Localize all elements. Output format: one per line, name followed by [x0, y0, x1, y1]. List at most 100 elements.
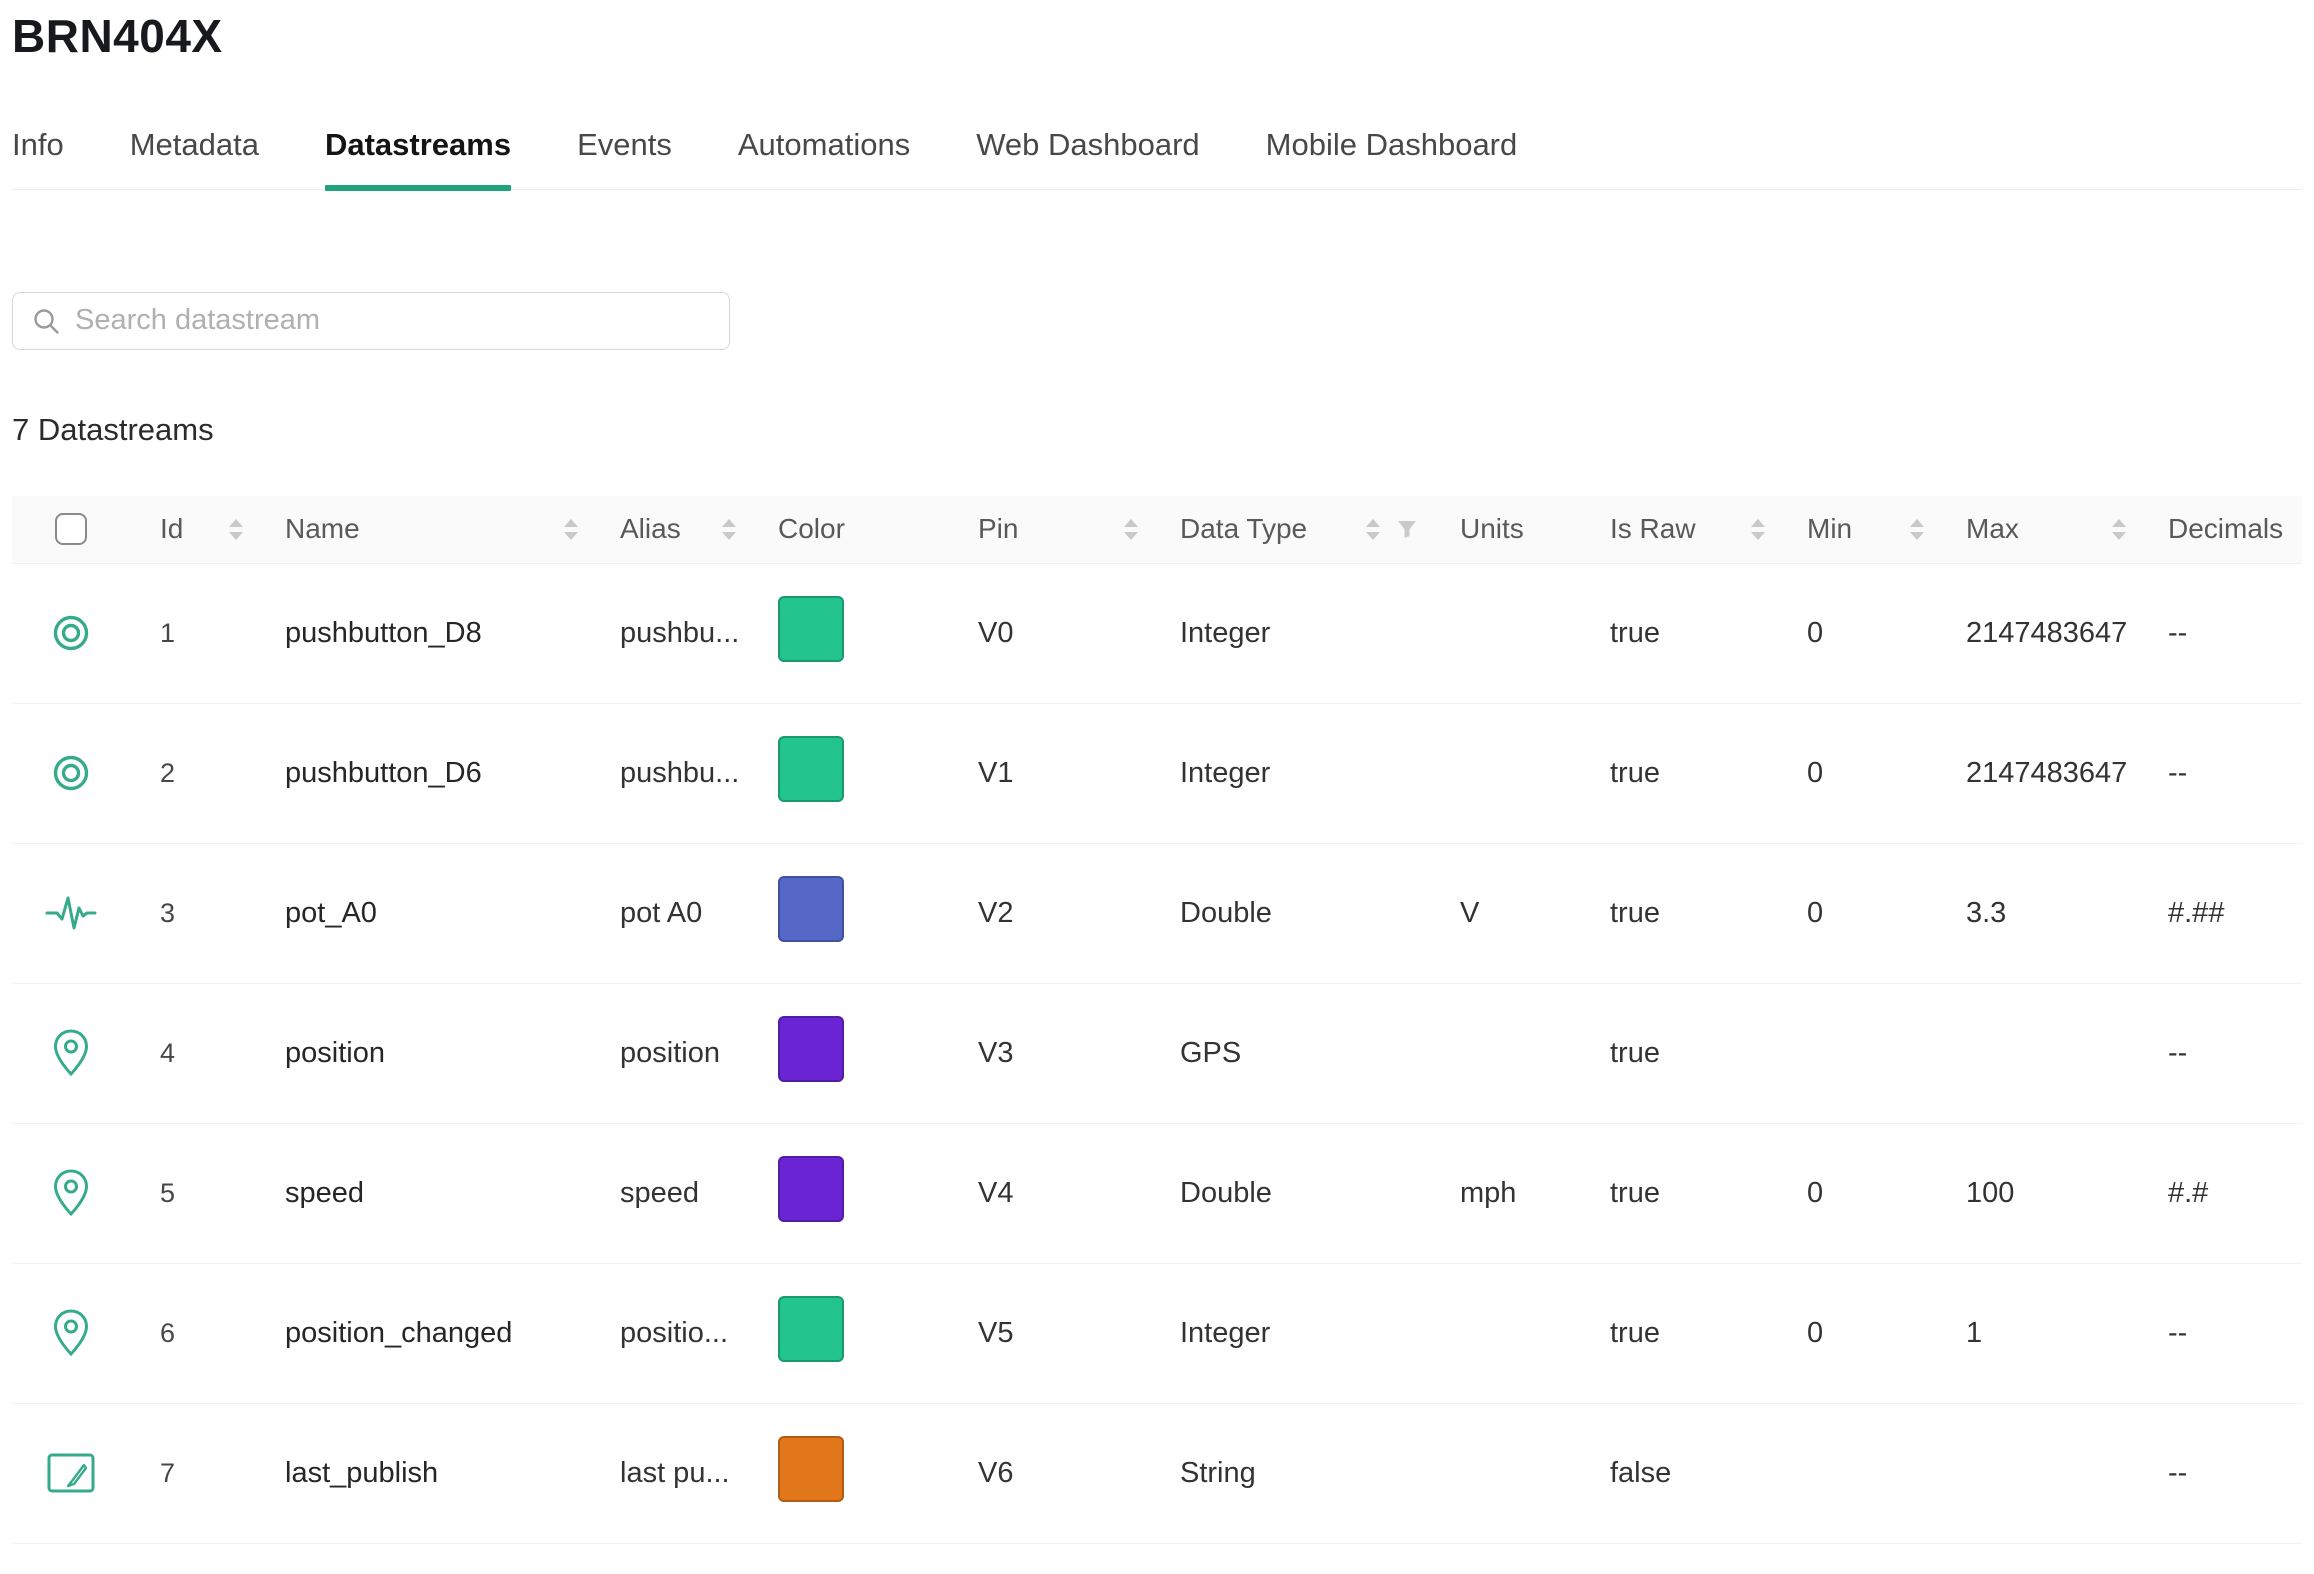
table-row[interactable]: 7 last_publish last pu... V6 String fals… — [12, 1403, 2302, 1544]
tab-events[interactable]: Events — [577, 126, 672, 162]
sort-icon[interactable] — [2112, 518, 2126, 540]
sort-icon[interactable] — [722, 518, 736, 540]
cell-pin: V1 — [978, 756, 1014, 789]
page-title: BRN404X — [12, 10, 223, 62]
cell-min: 0 — [1807, 896, 1824, 929]
sort-icon[interactable] — [1124, 518, 1138, 540]
location-pin-icon — [12, 1028, 130, 1078]
select-all-checkbox[interactable] — [55, 513, 87, 546]
table-row[interactable]: 6 position_changed positio... V5 Integer… — [12, 1263, 2302, 1404]
cell-data-type: Integer — [1180, 1316, 1271, 1349]
table-row[interactable]: 3 pot_A0 pot A0 V2 Double V true 0 3.3 #… — [12, 843, 2302, 984]
tab-info[interactable]: Info — [12, 126, 64, 162]
color-swatch — [778, 1016, 844, 1083]
radio-button-icon — [12, 610, 130, 656]
edit-box-icon — [12, 1451, 130, 1495]
search-input[interactable] — [75, 304, 711, 338]
cell-decimals: #.# — [2168, 1176, 2209, 1209]
sort-icon[interactable] — [1751, 518, 1765, 540]
sort-icon[interactable] — [564, 518, 578, 540]
cell-alias: pot A0 — [620, 896, 703, 929]
cell-is-raw: true — [1610, 1036, 1660, 1069]
cell-min: 0 — [1807, 1176, 1824, 1209]
column-header-pin[interactable]: Pin — [970, 496, 1172, 563]
column-label: Min — [1807, 513, 1853, 545]
cell-max: 2147483647 — [1966, 756, 2128, 789]
sort-icon[interactable] — [1366, 518, 1380, 540]
search-icon — [34, 309, 59, 334]
cell-decimals: -- — [2168, 1456, 2188, 1489]
cell-name: position — [285, 1036, 385, 1069]
column-header-decimals: Decimals — [2160, 496, 2302, 563]
cell-id: 3 — [160, 897, 176, 928]
column-header-data-type[interactable]: Data Type — [1172, 496, 1452, 563]
cell-alias: pushbu... — [620, 616, 740, 649]
sort-icon[interactable] — [1910, 518, 1924, 540]
cell-units: mph — [1460, 1176, 1517, 1209]
location-pin-icon — [12, 1168, 130, 1218]
column-header-alias[interactable]: Alias — [612, 496, 770, 563]
table-row[interactable]: 1 pushbutton_D8 pushbu... V0 Integer tru… — [12, 563, 2302, 704]
cell-min: 0 — [1807, 756, 1824, 789]
cell-is-raw: true — [1610, 896, 1660, 929]
cell-alias: position — [620, 1036, 720, 1069]
cell-decimals: -- — [2168, 756, 2188, 789]
tab-web-dashboard[interactable]: Web Dashboard — [976, 126, 1200, 162]
cell-data-type: GPS — [1180, 1036, 1242, 1069]
table-row[interactable]: 4 position position V3 GPS true -- — [12, 983, 2302, 1124]
datastream-count: 7 Datastreams — [12, 411, 214, 447]
cell-pin: V3 — [978, 1036, 1014, 1069]
cell-alias: pushbu... — [620, 756, 740, 789]
tab-datastreams[interactable]: Datastreams — [324, 127, 512, 191]
column-label: Units — [1460, 513, 1524, 545]
cell-name: pot_A0 — [285, 896, 377, 929]
cell-alias: last pu... — [620, 1456, 730, 1489]
radio-button-icon — [12, 750, 130, 796]
cell-decimals: -- — [2168, 1036, 2188, 1069]
column-header-name[interactable]: Name — [277, 496, 612, 563]
cell-color — [770, 1016, 970, 1090]
cell-pin: V0 — [978, 616, 1014, 649]
filter-funnel-icon[interactable] — [1396, 518, 1418, 540]
table-header-row: Id Name Alias Color Pin Data Type — [12, 495, 2302, 564]
color-swatch — [778, 1436, 844, 1503]
column-header-min[interactable]: Min — [1799, 496, 1958, 563]
column-header-max[interactable]: Max — [1958, 496, 2160, 563]
color-swatch — [778, 1296, 844, 1363]
cell-min: 0 — [1807, 616, 1824, 649]
cell-id: 5 — [160, 1177, 176, 1208]
column-label: Is Raw — [1610, 513, 1696, 545]
column-label: Id — [160, 513, 184, 545]
table-row[interactable]: 2 pushbutton_D6 pushbu... V1 Integer tru… — [12, 703, 2302, 844]
column-label: Color — [778, 513, 845, 545]
tab-mobile-dashboard[interactable]: Mobile Dashboard — [1265, 126, 1518, 162]
table-row[interactable]: 5 speed speed V4 Double mph true 0 100 #… — [12, 1123, 2302, 1264]
column-header-select — [12, 496, 130, 563]
search-box[interactable] — [12, 291, 730, 350]
table-body: 1 pushbutton_D8 pushbu... V0 Integer tru… — [12, 563, 2302, 1544]
cell-color — [770, 876, 970, 950]
tab-metadata[interactable]: Metadata — [129, 126, 259, 162]
column-header-is-raw[interactable]: Is Raw — [1602, 496, 1799, 563]
column-header-color: Color — [770, 496, 970, 563]
cell-decimals: -- — [2168, 616, 2188, 649]
column-header-id[interactable]: Id — [130, 496, 277, 563]
column-label: Decimals — [2168, 513, 2284, 545]
sort-icon[interactable] — [229, 518, 243, 540]
cell-pin: V5 — [978, 1316, 1014, 1349]
cell-decimals: -- — [2168, 1316, 2188, 1349]
cell-name: speed — [285, 1176, 365, 1209]
cell-decimals: #.## — [2168, 896, 2225, 929]
cell-pin: V4 — [978, 1176, 1014, 1209]
datastreams-table: Id Name Alias Color Pin Data Type — [12, 495, 2302, 1544]
cell-name: pushbutton_D8 — [285, 616, 482, 649]
color-swatch — [778, 1156, 844, 1223]
cell-alias: positio... — [620, 1316, 728, 1349]
cell-data-type: Integer — [1180, 756, 1271, 789]
cell-max: 3.3 — [1966, 896, 2007, 929]
color-swatch — [778, 876, 844, 943]
cell-alias: speed — [620, 1176, 700, 1209]
cell-id: 4 — [160, 1037, 176, 1068]
tab-automations[interactable]: Automations — [737, 126, 911, 162]
cell-name: last_publish — [285, 1456, 439, 1489]
